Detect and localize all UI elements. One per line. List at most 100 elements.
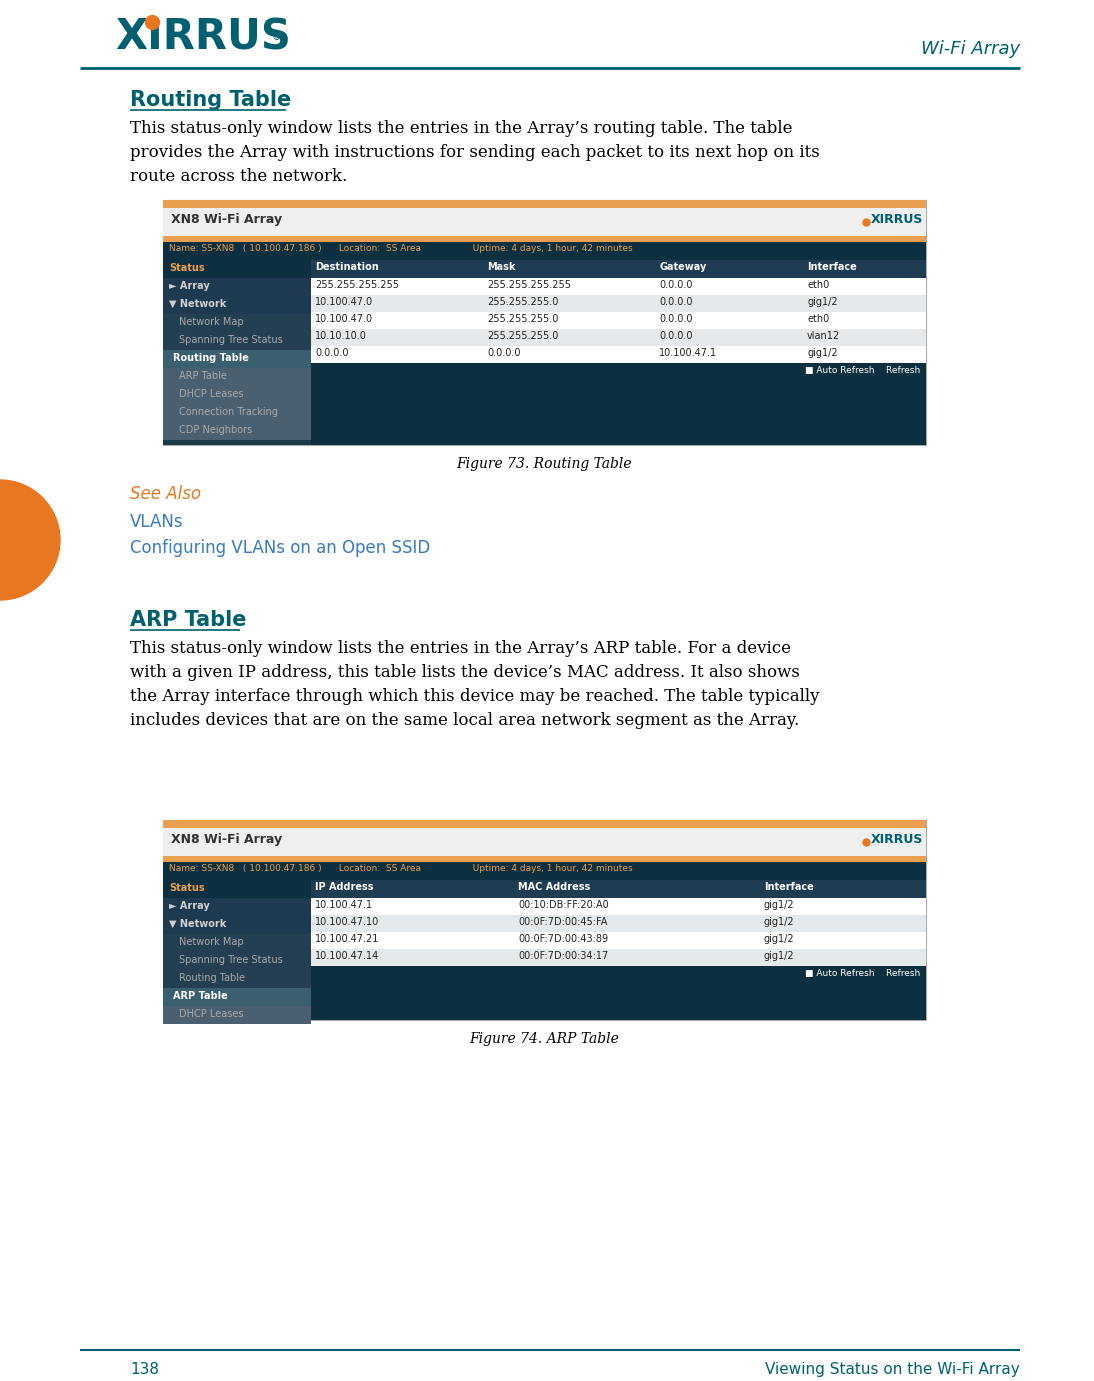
- Text: XIRRUS: XIRRUS: [115, 17, 291, 58]
- Text: 10.100.47.1: 10.100.47.1: [660, 348, 718, 358]
- Text: vlan12: vlan12: [807, 331, 840, 341]
- Text: Spanning Tree Status: Spanning Tree Status: [179, 336, 282, 345]
- Text: Gateway: Gateway: [660, 262, 707, 272]
- Text: 0.0.0.0: 0.0.0.0: [487, 348, 521, 358]
- Bar: [311, 880, 926, 898]
- Text: ®: ®: [272, 32, 282, 41]
- Bar: [311, 949, 926, 965]
- Text: This status-only window lists the entries in the Array’s routing table. The tabl: This status-only window lists the entrie…: [130, 120, 792, 137]
- Bar: [163, 916, 311, 934]
- Text: VLANs: VLANs: [130, 512, 184, 532]
- Text: Configuring VLANs on an Open SSID: Configuring VLANs on an Open SSID: [130, 539, 430, 557]
- Text: Destination: Destination: [315, 262, 379, 272]
- Text: gig1/2: gig1/2: [764, 900, 794, 910]
- Text: 255.255.255.0: 255.255.255.0: [487, 297, 559, 307]
- Bar: [311, 312, 926, 329]
- Text: Viewing Status on the Wi-Fi Array: Viewing Status on the Wi-Fi Array: [765, 1362, 1020, 1377]
- Text: 0.0.0.0: 0.0.0.0: [660, 297, 693, 307]
- Text: 10.10.10.0: 10.10.10.0: [315, 331, 366, 341]
- Text: 0.0.0.0: 0.0.0.0: [660, 280, 693, 290]
- Bar: [163, 987, 311, 1005]
- Text: includes devices that are on the same local area network segment as the Array.: includes devices that are on the same lo…: [130, 713, 800, 729]
- Text: Interface: Interface: [807, 262, 857, 272]
- Text: eth0: eth0: [807, 313, 829, 325]
- Bar: [163, 880, 311, 898]
- Text: Name: SS-XN8   ( 10.100.47.186 )      Location:  SS Area                  Uptime: Name: SS-XN8 ( 10.100.47.186 ) Location:…: [168, 244, 632, 253]
- Text: ARP Table: ARP Table: [179, 371, 226, 381]
- Text: Status: Status: [168, 882, 205, 894]
- Bar: [311, 329, 926, 347]
- Bar: [163, 200, 926, 445]
- Bar: [163, 278, 311, 296]
- Text: ARP Table: ARP Table: [173, 992, 228, 1001]
- Bar: [163, 260, 311, 445]
- Text: 255.255.255.255: 255.255.255.255: [487, 280, 571, 290]
- Bar: [163, 423, 311, 441]
- Bar: [311, 347, 926, 363]
- Text: ► Array: ► Array: [168, 280, 210, 291]
- Bar: [163, 387, 311, 405]
- Text: 0.0.0.0: 0.0.0.0: [660, 331, 693, 341]
- Text: DHCP Leases: DHCP Leases: [179, 389, 244, 399]
- Text: 00:0F:7D:00:45:FA: 00:0F:7D:00:45:FA: [517, 917, 607, 927]
- Text: 10.100.47.0: 10.100.47.0: [315, 313, 373, 325]
- Text: 10.100.47.14: 10.100.47.14: [315, 952, 380, 961]
- Bar: [311, 296, 926, 312]
- Text: gig1/2: gig1/2: [764, 952, 794, 961]
- Text: gig1/2: gig1/2: [764, 917, 794, 927]
- Bar: [163, 296, 311, 313]
- Text: 255.255.255.0: 255.255.255.0: [487, 331, 559, 341]
- Text: eth0: eth0: [807, 280, 829, 290]
- Bar: [163, 367, 311, 387]
- Text: 00:0F:7D:00:34:17: 00:0F:7D:00:34:17: [517, 952, 608, 961]
- Text: 10.100.47.21: 10.100.47.21: [315, 934, 380, 945]
- Text: ▼ Network: ▼ Network: [168, 300, 226, 309]
- Bar: [163, 862, 926, 880]
- Bar: [163, 820, 926, 1021]
- Text: This status-only window lists the entries in the Array’s ARP table. For a device: This status-only window lists the entrie…: [130, 639, 791, 657]
- Bar: [311, 916, 926, 932]
- Bar: [163, 856, 926, 862]
- Text: Interface: Interface: [764, 882, 814, 892]
- Text: 0.0.0.0: 0.0.0.0: [315, 348, 349, 358]
- Text: Status: Status: [168, 262, 205, 273]
- Text: 00:10:DB:FF:20:A0: 00:10:DB:FF:20:A0: [517, 900, 608, 910]
- Text: Routing Table: Routing Table: [179, 974, 245, 983]
- Text: 10.100.47.10: 10.100.47.10: [315, 917, 380, 927]
- Bar: [311, 260, 926, 278]
- Bar: [311, 278, 926, 296]
- Text: Name: SS-XN8   ( 10.100.47.186 )      Location:  SS Area                  Uptime: Name: SS-XN8 ( 10.100.47.186 ) Location:…: [168, 865, 632, 873]
- Text: 10.100.47.1: 10.100.47.1: [315, 900, 373, 910]
- Bar: [163, 242, 926, 260]
- Bar: [163, 200, 926, 209]
- Bar: [163, 969, 311, 987]
- Text: gig1/2: gig1/2: [764, 934, 794, 945]
- Bar: [163, 934, 311, 952]
- Bar: [163, 349, 311, 367]
- Text: with a given IP address, this table lists the device’s MAC address. It also show: with a given IP address, this table list…: [130, 664, 800, 681]
- Bar: [311, 932, 926, 949]
- Text: XIRRUS: XIRRUS: [871, 213, 923, 226]
- Text: provides the Array with instructions for sending each packet to its next hop on : provides the Array with instructions for…: [130, 144, 819, 162]
- Bar: [311, 898, 926, 916]
- Text: ▼ Network: ▼ Network: [168, 918, 226, 929]
- Text: 0.0.0.0: 0.0.0.0: [660, 313, 693, 325]
- Text: XN8 Wi-Fi Array: XN8 Wi-Fi Array: [171, 213, 282, 226]
- Text: 255.255.255.255: 255.255.255.255: [315, 280, 399, 290]
- Text: gig1/2: gig1/2: [807, 348, 838, 358]
- Text: route across the network.: route across the network.: [130, 168, 347, 185]
- Bar: [163, 829, 926, 856]
- Text: XN8 Wi-Fi Array: XN8 Wi-Fi Array: [171, 833, 282, 847]
- Bar: [311, 363, 926, 445]
- Text: 00:0F:7D:00:43:89: 00:0F:7D:00:43:89: [517, 934, 608, 945]
- Text: Routing Table: Routing Table: [173, 354, 248, 363]
- Text: CDP Neighbors: CDP Neighbors: [179, 425, 253, 435]
- Bar: [163, 313, 311, 331]
- Bar: [163, 1005, 311, 1023]
- Text: DHCP Leases: DHCP Leases: [179, 1010, 244, 1019]
- Text: Figure 74. ARP Table: Figure 74. ARP Table: [469, 1032, 619, 1045]
- Circle shape: [0, 481, 60, 599]
- Bar: [163, 236, 926, 242]
- Text: Routing Table: Routing Table: [130, 90, 291, 110]
- Bar: [163, 331, 311, 349]
